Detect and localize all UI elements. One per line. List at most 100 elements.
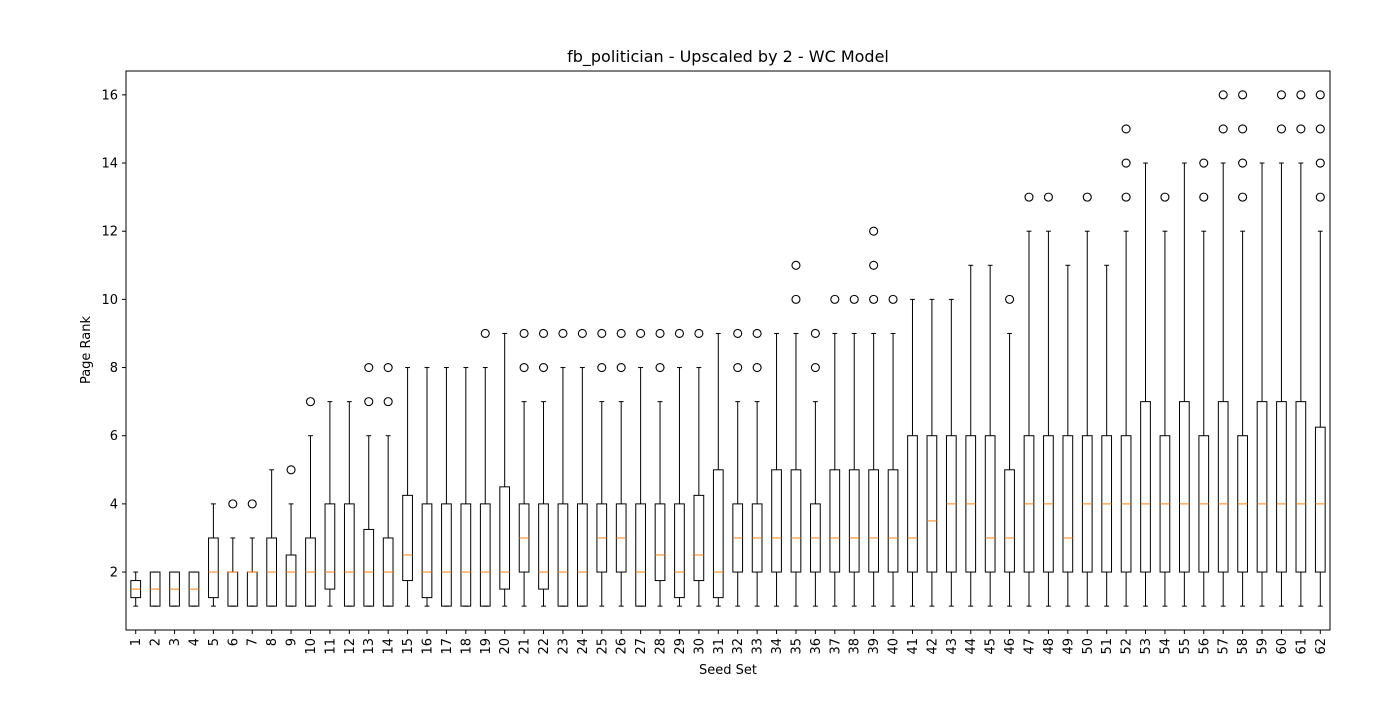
- box-iqr: [887, 469, 899, 573]
- outlier-point: [869, 260, 879, 270]
- box-iqr: [538, 503, 549, 590]
- x-tick-label: 28: [654, 638, 669, 655]
- x-tick-label: 2: [149, 638, 164, 646]
- outlier-point: [364, 397, 374, 407]
- x-tick-label: 44: [964, 638, 979, 655]
- x-tick-label: 21: [518, 638, 533, 655]
- box-group: 28: [654, 328, 669, 655]
- outlier-point: [1238, 124, 1248, 134]
- outlier-point: [228, 499, 238, 509]
- outlier-point: [383, 362, 393, 373]
- box-group: 26: [615, 328, 630, 655]
- box-iqr: [674, 503, 685, 599]
- x-tick-label: 51: [1100, 638, 1115, 655]
- box-iqr: [402, 494, 413, 582]
- x-tick-label: 29: [673, 638, 688, 655]
- box-iqr: [285, 554, 297, 607]
- x-tick-label: 53: [1139, 638, 1154, 655]
- box-group: 43: [945, 298, 960, 655]
- x-tick-label: 10: [304, 638, 319, 655]
- x-tick-label: 52: [1120, 638, 1135, 655]
- x-tick-label: 39: [867, 638, 882, 655]
- x-tick-label: 37: [828, 638, 843, 655]
- box-group: 54: [1158, 192, 1173, 655]
- box-group: 9: [285, 465, 300, 646]
- x-tick-label: 45: [984, 638, 999, 655]
- box-group: 62: [1314, 90, 1329, 655]
- outlier-point: [616, 362, 626, 373]
- outlier-point: [1315, 192, 1325, 202]
- x-tick-label: 6: [226, 638, 241, 646]
- box-group: 44: [964, 264, 979, 655]
- y-tick-label: 10: [101, 293, 118, 308]
- y-tick-label: 2: [110, 566, 118, 581]
- box-iqr: [984, 435, 996, 573]
- box-group: 24: [576, 328, 591, 655]
- box-iqr: [208, 537, 219, 599]
- box-group: 2: [149, 571, 164, 646]
- outlier-point: [558, 328, 568, 339]
- box-group: 57: [1217, 90, 1232, 655]
- box-iqr: [1314, 426, 1326, 573]
- outlier-point: [1199, 192, 1209, 202]
- outlier-point: [1082, 192, 1092, 202]
- box-group: 60: [1275, 90, 1290, 655]
- outlier-point: [694, 328, 704, 339]
- x-tick-label: 46: [1003, 638, 1018, 655]
- outlier-point: [674, 328, 685, 339]
- outlier-point: [1296, 124, 1306, 134]
- box-iqr: [907, 435, 918, 573]
- outlier-point: [577, 328, 587, 339]
- x-tick-label: 5: [207, 638, 222, 646]
- box-group: 47: [1023, 192, 1038, 655]
- outlier-point: [383, 397, 393, 407]
- x-tick-label: 19: [479, 638, 494, 655]
- outlier-point: [305, 397, 316, 407]
- x-tick-label: 16: [421, 638, 436, 655]
- box-group: 37: [828, 294, 843, 655]
- box-iqr: [1062, 435, 1074, 573]
- box-group: 52: [1120, 124, 1135, 655]
- box-group: 53: [1139, 162, 1154, 655]
- outlier-point: [810, 328, 820, 339]
- box-iqr: [227, 571, 239, 607]
- box-group: 11: [323, 401, 338, 655]
- box-iqr: [557, 503, 569, 607]
- box-group: 19: [479, 328, 494, 655]
- x-tick-label: 49: [1061, 638, 1076, 655]
- x-tick-label: 26: [615, 638, 630, 655]
- outlier-point: [888, 294, 898, 304]
- outlier-point: [810, 362, 820, 373]
- box-group: 4: [187, 571, 202, 646]
- box-iqr: [460, 503, 472, 607]
- x-tick-label: 34: [770, 638, 785, 655]
- box-iqr: [1004, 469, 1015, 573]
- box-iqr: [499, 486, 511, 590]
- outlier-point: [247, 499, 257, 509]
- box-group: 46: [1003, 294, 1018, 655]
- x-tick-label: 59: [1256, 638, 1271, 655]
- box-group: 50: [1081, 192, 1096, 655]
- x-tick-label: 41: [906, 638, 921, 655]
- box-group: 58: [1236, 90, 1251, 655]
- box-group: 36: [809, 328, 824, 655]
- box-iqr: [1179, 401, 1190, 573]
- chart-title: fb_politician - Upscaled by 2 - WC Model: [567, 47, 889, 67]
- box-iqr: [1276, 401, 1287, 573]
- box-group: 23: [556, 328, 571, 655]
- x-tick-label: 58: [1236, 638, 1251, 655]
- outlier-point: [849, 294, 859, 304]
- y-tick-label: 6: [110, 429, 118, 444]
- plot-frame: [125, 70, 1331, 631]
- outlier-point: [1315, 158, 1325, 168]
- outlier-point: [1043, 192, 1053, 202]
- box-group: 39: [867, 226, 882, 655]
- outlier-point: [1121, 158, 1131, 168]
- outlier-point: [1238, 90, 1248, 100]
- y-tick-label: 14: [101, 157, 118, 172]
- outlier-point: [597, 362, 607, 373]
- outlier-point: [1121, 124, 1131, 134]
- box-group: 14: [382, 362, 397, 655]
